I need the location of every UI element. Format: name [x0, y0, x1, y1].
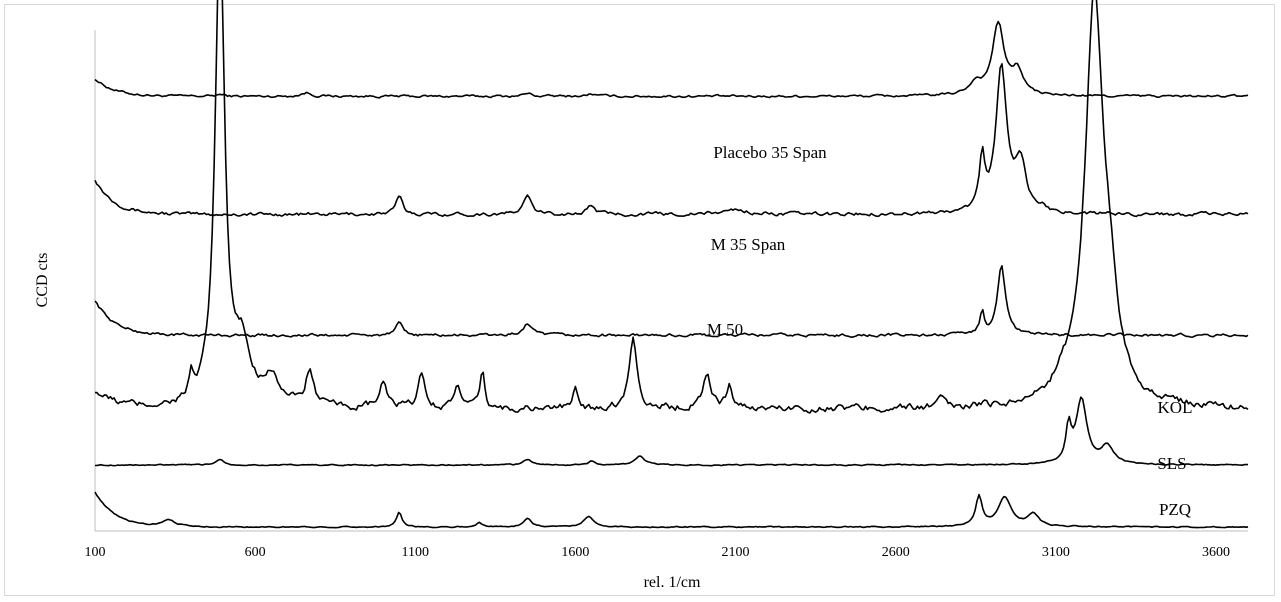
x-tick-label: 3600	[1202, 545, 1230, 560]
x-axis-label: rel. 1/cm	[644, 574, 701, 591]
x-tick-labels: 100 600 1100 1600 2100 2600 3100 3600	[85, 545, 1230, 560]
x-tick-label: 600	[245, 545, 266, 560]
x-tick-label: 2100	[722, 545, 750, 560]
x-tick-label: 3100	[1042, 545, 1070, 560]
chart-frame	[4, 4, 1275, 596]
y-axis-label: CCD cts	[34, 253, 51, 308]
series-label: Placebo 35 Span	[713, 143, 827, 162]
series-line-0	[94, 20, 1249, 99]
series-label: SLS	[1157, 454, 1186, 473]
axes	[94, 30, 1248, 532]
series-lines	[94, 0, 1249, 529]
x-tick-label: 2600	[882, 545, 910, 560]
series-line-4	[94, 396, 1249, 467]
x-tick-label: 100	[85, 545, 106, 560]
series-labels: Placebo 35 Span M 35 Span M 50 KOL SLS PZQ	[707, 143, 1193, 519]
series-label: KOL	[1158, 398, 1193, 417]
series-label: M 35 Span	[711, 235, 786, 254]
series-line-2	[94, 265, 1249, 338]
x-tick-label: 1100	[402, 545, 429, 560]
series-line-5	[94, 491, 1249, 529]
series-label: PZQ	[1159, 500, 1191, 519]
series-line-3	[95, 0, 1249, 414]
series-line-1	[94, 63, 1249, 218]
x-tick-label: 1600	[561, 545, 589, 560]
series-label: M 50	[707, 320, 743, 339]
